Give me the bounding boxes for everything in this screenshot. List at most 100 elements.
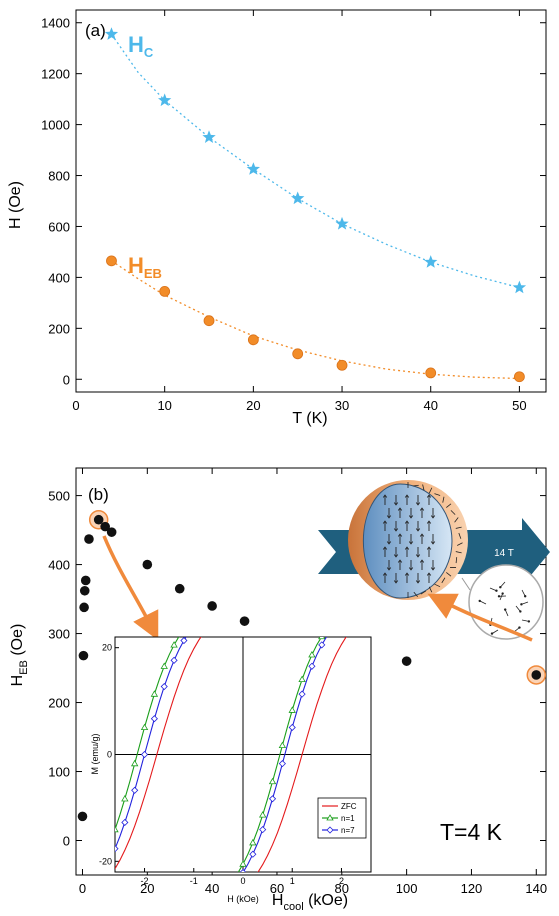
- loop-marker: [171, 904, 177, 909]
- spin-arrow-head: [415, 580, 421, 584]
- spin-arrow-head: [393, 580, 399, 584]
- inset-legend: ZFC n=1 n=7: [317, 797, 367, 839]
- shell-spin: [422, 484, 425, 491]
- y-tick-label: 500: [48, 489, 70, 504]
- heb-point: [79, 585, 90, 596]
- panel-b-x-axis-label: Hcool (kOe): [272, 892, 348, 913]
- panel-b-plot-area: [77, 509, 547, 822]
- hc-point: [246, 162, 260, 175]
- heb-point: [78, 650, 89, 661]
- loop-marker: [358, 603, 364, 608]
- loop-marker: [160, 682, 168, 691]
- loop-marker: [121, 818, 129, 827]
- loop-marker: [230, 600, 236, 605]
- y-tick-label: 1200: [41, 67, 70, 82]
- core-spins: [382, 494, 436, 584]
- spin-arrow-head: [415, 528, 421, 532]
- shell-spin: [428, 586, 433, 593]
- x-tick-label: 50: [512, 398, 526, 413]
- loop-marker: [308, 650, 316, 658]
- shell-spin: [412, 484, 419, 487]
- shell-spin: [455, 526, 462, 529]
- loop-marker: [338, 597, 344, 603]
- panel-b-y-axis-label: HEB (Oe): [9, 624, 30, 687]
- shell-spin: [456, 542, 463, 546]
- loop-marker: [358, 604, 364, 610]
- loop-marker: [250, 598, 256, 604]
- loop-marker: [191, 901, 197, 906]
- loop-marker: [289, 597, 295, 603]
- x-tick-label: 20: [140, 881, 154, 896]
- spin-arrow-head: [408, 567, 414, 571]
- loop-marker: [191, 616, 197, 621]
- loop-marker: [151, 906, 157, 912]
- loop-marker: [318, 641, 326, 649]
- inset-plot-area: [102, 597, 384, 912]
- x-tick-label: 140: [525, 881, 547, 896]
- x-tick-label: 40: [205, 881, 219, 896]
- loop-marker: [201, 609, 207, 614]
- spin-head: [519, 610, 522, 613]
- x-tick-label: 40: [423, 398, 437, 413]
- spin-arrow-head: [397, 559, 403, 563]
- loop-marker: [378, 599, 384, 604]
- loop-marker: [288, 723, 296, 732]
- panel-b-frame: [75, 467, 547, 876]
- spin-head: [490, 632, 494, 635]
- loop-marker: [150, 690, 159, 697]
- loop-marker: [230, 601, 236, 607]
- spin-arrow-head: [419, 559, 425, 563]
- heb-point: [142, 559, 153, 570]
- loop-marker: [181, 627, 187, 632]
- loop-marker: [298, 690, 306, 698]
- shell-spin: [413, 591, 418, 597]
- panel-a-plot-area: [104, 27, 527, 383]
- hysteresis-branch: [257, 637, 347, 872]
- hysteresis-branch: [115, 637, 202, 870]
- spin-head: [497, 595, 501, 598]
- loop-marker: [329, 627, 335, 633]
- loop-marker: [309, 597, 315, 602]
- heb-point: [239, 616, 250, 626]
- loop-marker: [230, 882, 236, 888]
- spin-head: [518, 626, 521, 629]
- y-tick-label: 400: [48, 270, 70, 285]
- loop-marker: [201, 900, 207, 906]
- loop-marker: [220, 887, 226, 892]
- temperature-annotation: T=4 K: [440, 819, 503, 845]
- heb-series-label: HEB: [128, 253, 162, 281]
- loop-marker: [142, 906, 148, 911]
- loop-marker: [121, 794, 129, 802]
- loop-marker: [329, 597, 335, 603]
- loop-marker: [319, 597, 325, 603]
- loop-marker: [140, 750, 149, 759]
- panel-a-y-axis: 0 200 400 600 800 1000 1200 1400: [41, 16, 546, 387]
- spin-head: [523, 595, 527, 598]
- spin-arrow-head: [393, 502, 399, 506]
- spin-head: [499, 586, 502, 589]
- panel-a-x-axis-label: T (K): [292, 410, 327, 427]
- loop-marker: [102, 906, 108, 911]
- spin-arrow-head: [386, 567, 392, 571]
- fit-line: [110, 33, 520, 289]
- inset-x-tick-label: 1: [290, 876, 295, 886]
- hc-point: [512, 280, 527, 294]
- spin-head: [527, 620, 531, 623]
- x-tick-label: 100: [396, 881, 418, 896]
- loop-marker: [299, 597, 305, 602]
- loop-marker: [220, 602, 226, 607]
- loop-marker: [268, 795, 277, 803]
- panel-a-frame: [75, 9, 547, 393]
- spin-arrow-head: [426, 546, 432, 550]
- loop-marker: [132, 906, 138, 912]
- spin-arrow-head: [404, 520, 410, 524]
- loop-marker: [368, 602, 374, 608]
- loop-marker: [150, 715, 158, 723]
- callout-arrow-left: [102, 535, 159, 641]
- loop-marker: [358, 597, 364, 603]
- spin-arrow-head: [397, 533, 403, 537]
- hc-point: [291, 191, 305, 205]
- loop-marker: [260, 598, 266, 604]
- heb-point: [247, 334, 259, 346]
